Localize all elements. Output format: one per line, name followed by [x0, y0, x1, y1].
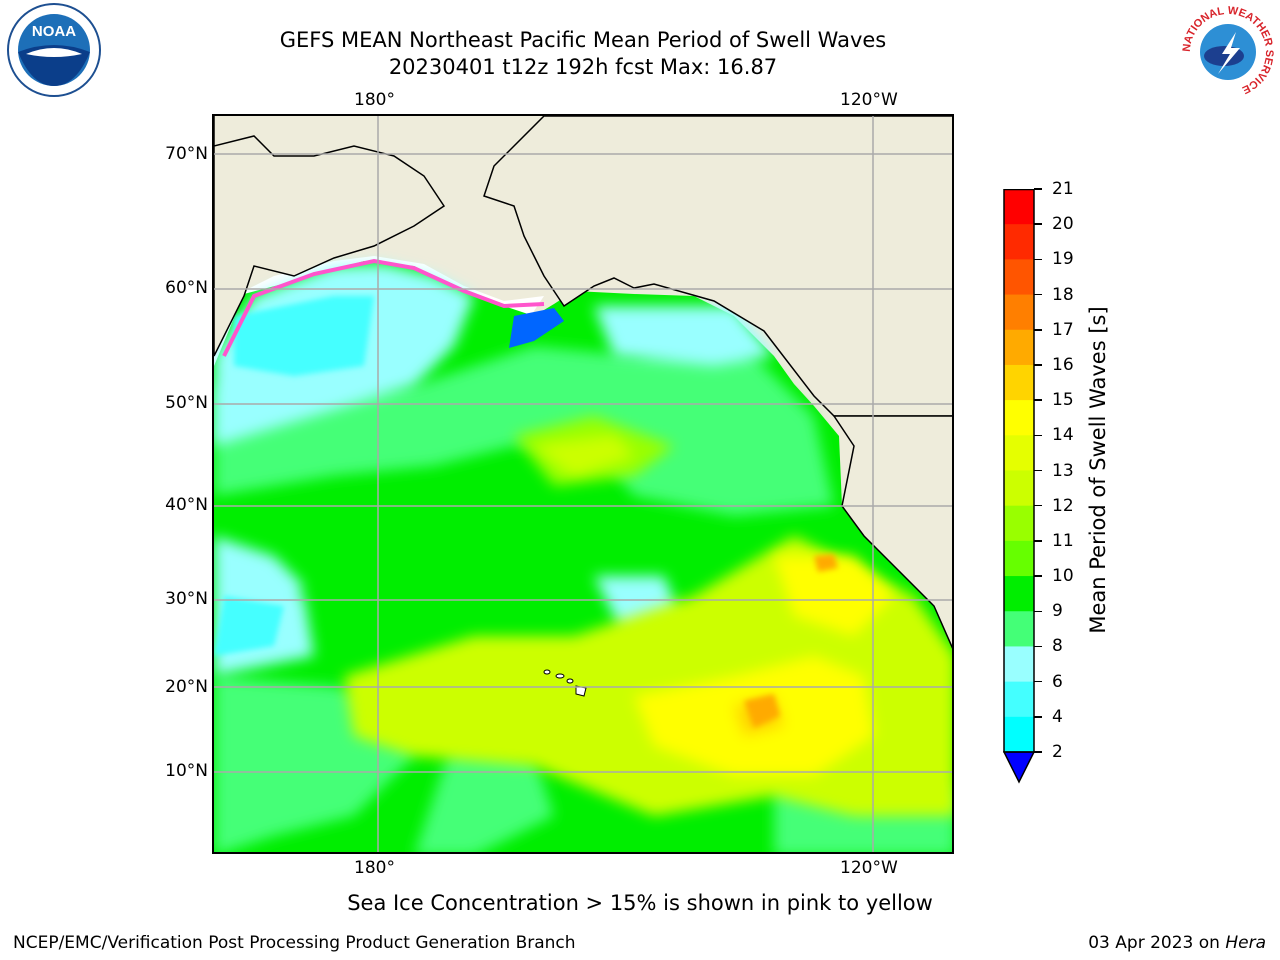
colorbar-tick-label: 15: [1052, 390, 1074, 411]
colorbar-extend-arrow: [1003, 751, 1036, 784]
lon-label-top-120w: 120°W: [840, 90, 898, 110]
lon-label-bottom-180: 180°: [354, 858, 395, 878]
colorbar-segment: [1004, 681, 1034, 718]
colorbar-segment: [1004, 646, 1034, 683]
colorbar-tick-label: 14: [1052, 425, 1074, 446]
lon-label-top-180: 180°: [354, 90, 395, 110]
lat-label-30n: 30°N: [165, 589, 208, 609]
colorbar-segment: [1004, 400, 1034, 436]
colorbar-tick-mark: [1034, 188, 1042, 190]
footer-date-text: 03 Apr 2023 on: [1088, 933, 1226, 953]
footer-host: Hera: [1225, 933, 1266, 953]
colorbar-tick-mark: [1034, 680, 1042, 683]
colorbar-segment: [1004, 611, 1034, 647]
colorbar-tick-label: 8: [1052, 636, 1063, 657]
colorbar-tick-mark: [1034, 469, 1042, 472]
colorbar-segment: [1004, 576, 1034, 612]
lat-label-60n: 60°N: [165, 278, 208, 298]
colorbar-tick-mark: [1034, 329, 1042, 331]
colorbar-tick-label: 9: [1052, 601, 1063, 622]
colorbar-segment: [1004, 259, 1034, 296]
colorbar-tick-label: 6: [1052, 671, 1063, 692]
lat-label-10n: 10°N: [165, 761, 208, 781]
colorbar-segment: [1004, 540, 1034, 577]
swell-16-17-patch: [744, 554, 838, 728]
lon-label-bottom-120w: 120°W: [840, 858, 898, 878]
colorbar-segment: [1004, 716, 1034, 753]
colorbar-tick-label: 10: [1052, 566, 1074, 587]
lat-label-50n: 50°N: [165, 393, 208, 413]
colorbar-tick-mark: [1034, 504, 1042, 507]
footer-credit: NCEP/EMC/Verification Post Processing Pr…: [13, 933, 576, 953]
colorbar-segment: [1004, 294, 1034, 331]
colorbar-label: Mean Period of Swell Waves [s]: [1086, 306, 1110, 634]
colorbar-tick-label: 12: [1052, 495, 1074, 516]
colorbar-segment: [1004, 364, 1034, 401]
colorbar-tick-label: 16: [1052, 354, 1074, 375]
lat-label-40n: 40°N: [165, 495, 208, 515]
chart-subtitle: 20230401 t12z 192h fcst Max: 16.87: [388, 55, 778, 79]
colorbar-tick-mark: [1034, 751, 1042, 753]
map-panel: [212, 114, 954, 854]
sea-ice-edge: [222, 258, 545, 357]
colorbar-tick-mark: [1034, 293, 1042, 296]
colorbar-tick-label: 11: [1052, 530, 1074, 551]
colorbar-segment: [1004, 470, 1034, 507]
colorbar-tick-label: 4: [1052, 706, 1063, 727]
colorbar-segment: [1004, 505, 1034, 542]
colorbar-segment: [1004, 189, 1034, 225]
chart-title: GEFS MEAN Northeast Pacific Mean Period …: [279, 28, 887, 52]
swell-period-map: [214, 116, 952, 852]
colorbar-segment: [1004, 435, 1034, 471]
colorbar-segment: [1004, 329, 1034, 366]
colorbar-tick-mark: [1034, 364, 1042, 366]
colorbar-tick-label: 19: [1052, 249, 1074, 270]
colorbar-tick-mark: [1034, 540, 1042, 542]
colorbar-tick-mark: [1034, 645, 1042, 648]
colorbar-tick-mark: [1034, 223, 1042, 225]
colorbar-tick-mark: [1034, 716, 1042, 718]
colorbar-tick-label: 17: [1052, 319, 1074, 340]
swell-4-6-patch: [509, 308, 564, 348]
sea-ice-note: Sea Ice Concentration > 15% is shown in …: [347, 891, 933, 915]
colorbar-tick-label: 20: [1052, 214, 1074, 235]
colorbar-tick-mark: [1034, 610, 1042, 612]
colorbar-tick-label: 2: [1052, 742, 1063, 762]
colorbar-tick-mark: [1034, 258, 1042, 261]
colorbar: [1003, 189, 1036, 784]
graticule: [214, 116, 952, 852]
lat-label-70n: 70°N: [165, 144, 208, 164]
colorbar-tick-label: 13: [1052, 460, 1074, 481]
alaska-landmass: [483, 116, 952, 417]
noaa-logo: NOAA: [7, 3, 101, 97]
north-america-coast: [832, 415, 952, 649]
nws-logo: NATIONAL WEATHER SERVICE: [1181, 5, 1275, 98]
colorbar-segment: [1004, 224, 1034, 260]
colorbar-tick-mark: [1034, 399, 1042, 401]
lat-label-20n: 20°N: [165, 677, 208, 697]
colorbar-tick-label: 21: [1052, 179, 1074, 199]
siberia-landmass: [214, 116, 446, 357]
colorbar-tick-mark: [1034, 575, 1042, 577]
footer-date: 03 Apr 2023 on Hera: [1088, 933, 1266, 953]
colorbar-tick-mark: [1034, 434, 1042, 437]
noaa-logo-text: NOAA: [32, 23, 76, 40]
swell-6-8-region: [214, 296, 374, 656]
colorbar-tick-label: 18: [1052, 284, 1074, 305]
